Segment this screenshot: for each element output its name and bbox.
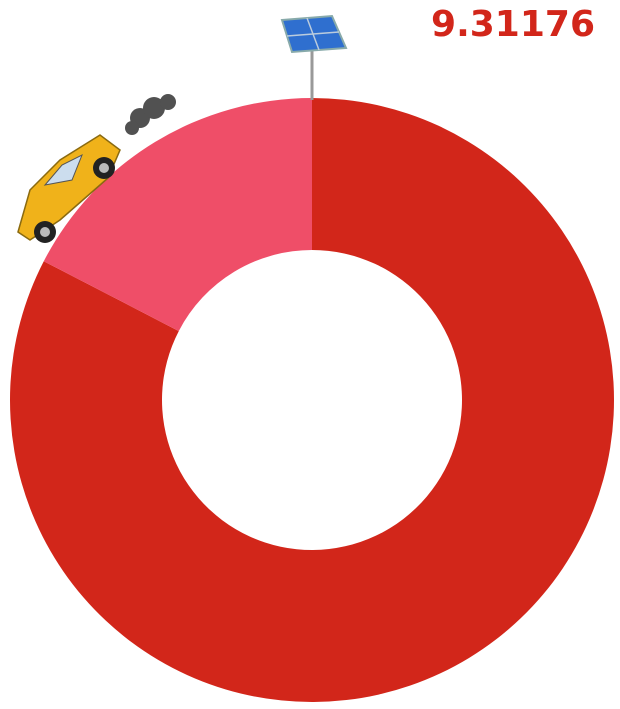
donut-segment [43,98,313,332]
donut [9,98,615,702]
solar-panel-icon [280,14,348,100]
donut-segment [9,98,615,702]
annotation: 9.31176 [431,4,595,45]
car-icon [17,94,176,243]
